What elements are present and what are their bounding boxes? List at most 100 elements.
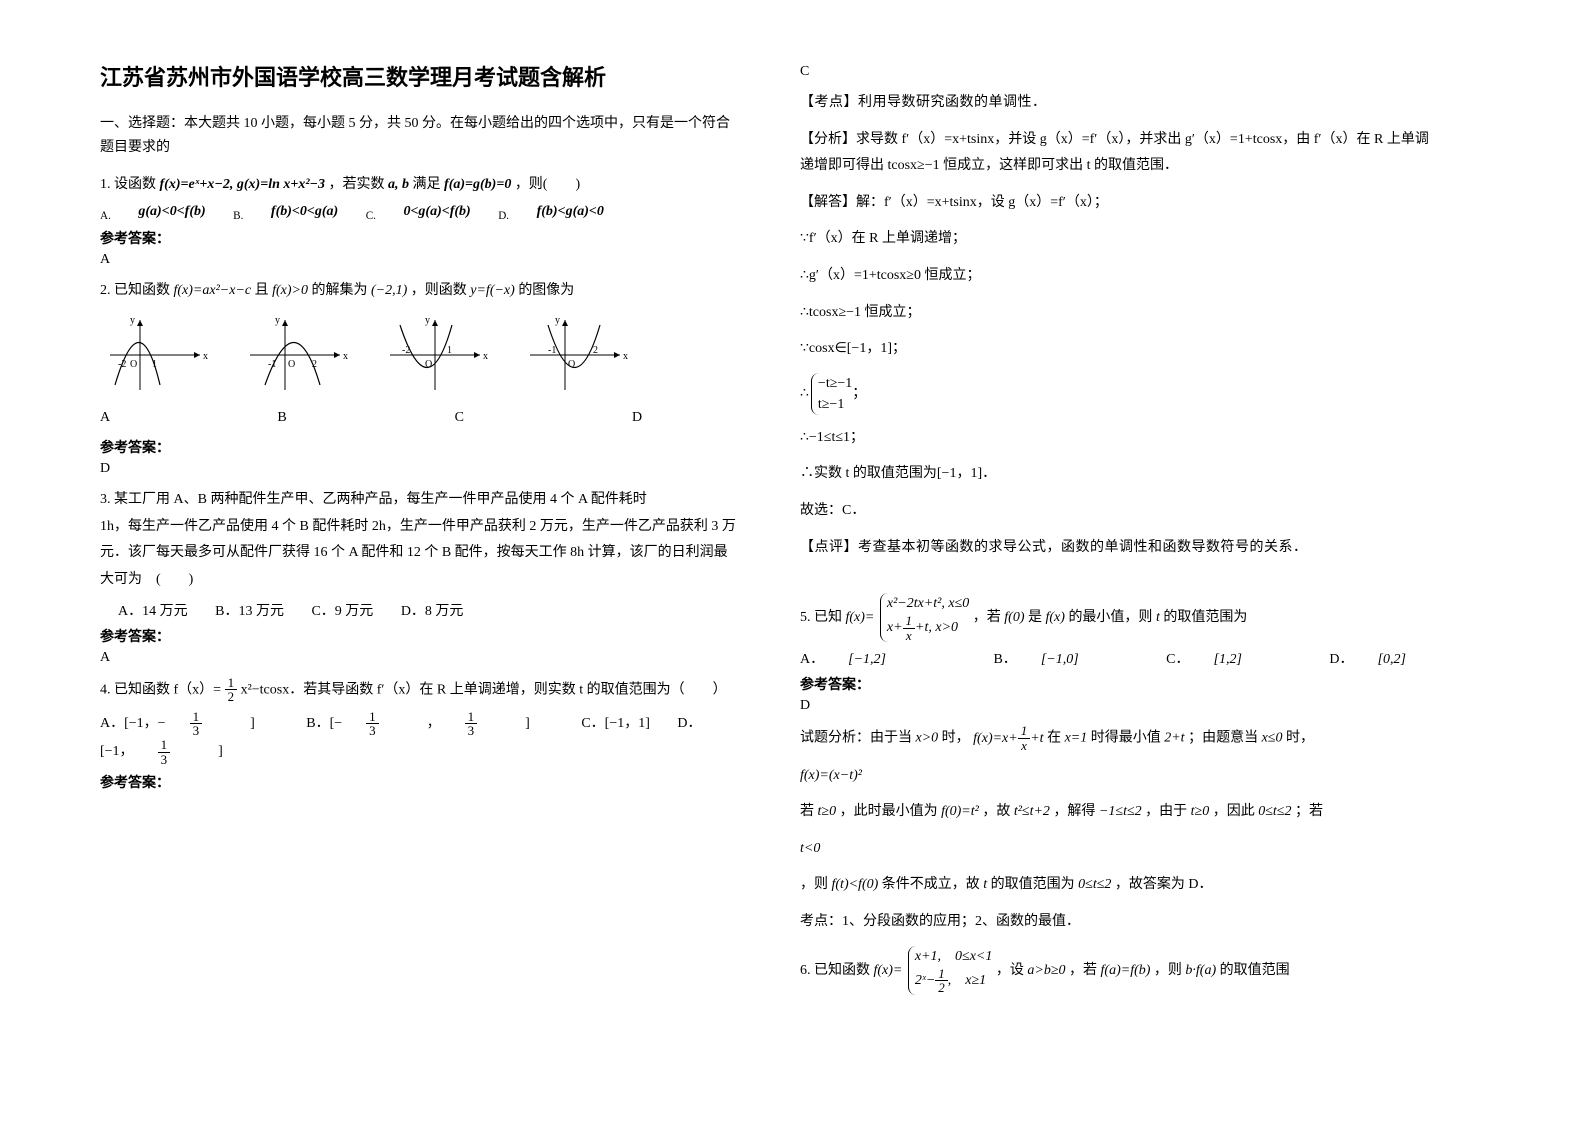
q5-fx-e10: t≥0 (1191, 804, 1210, 819)
q2-expr-4: y=f(−x) (470, 283, 515, 298)
q5-fx-l4: t<0 (800, 841, 820, 856)
q6-stem-e: 的取值范围 (1220, 963, 1290, 978)
q4-optB-b: ， (427, 716, 441, 731)
q4-brace-2: t≥−1 (818, 394, 852, 415)
question-5: 5. 已知 f(x)= x²−2tx+t², x≤0 x+1x+t, x>0 ，… (800, 593, 1440, 642)
q5-fx-e5: x≤0 (1262, 731, 1283, 746)
question-6: 6. 已知函数 f(x)= x+1, 0≤x<1 2ˣ−12, x≥1 ，设 a… (800, 946, 1440, 995)
q4-jieda-6: ∴ −t≥−1 t≥−1 ； (800, 373, 1440, 415)
q6-expr-2: f(a)=f(b) (1101, 963, 1151, 978)
q4-optD-b: ] (218, 744, 223, 759)
q4-half: 12 (225, 676, 238, 704)
q5-fx-l5d: ，故答案为 D． (1115, 877, 1213, 892)
q2-ans: D (100, 461, 740, 477)
svg-text:x: x (343, 351, 348, 362)
q5-options: A．[−1,2] B．[−1,0] C．[1,2] D．[0,2] (800, 648, 1440, 668)
q1-optD-label: D. (498, 210, 509, 222)
svg-text:1: 1 (447, 345, 452, 356)
q2-graph-b: x y -1 2 O (240, 315, 350, 395)
q5-brace-icon: x²−2tx+t², x≤0 x+1x+t, x>0 (880, 593, 969, 642)
q5-fx-e7: f(0)=t² (941, 804, 979, 819)
q5-optA-label: A． (800, 652, 824, 667)
q6-stem-b: ，设 (996, 963, 1024, 978)
q5-expr-1: f(0) (1004, 610, 1024, 625)
left-column: 江苏省苏州市外国语学校高三数学理月考试题含解析 一、选择题：本大题共 10 小题… (100, 60, 740, 1001)
q2-stem-c: 的解集为 (311, 283, 367, 298)
q6-stem-d: ，则 (1154, 963, 1182, 978)
q5-fx-e4: 2+t (1164, 731, 1184, 746)
q4-optB-c: ] (525, 716, 530, 731)
brace-icon: −t≥−1 t≥−1 (811, 373, 852, 415)
q2-expr-2: f(x)>0 (272, 283, 308, 298)
q2-expr-3: (−2,1) (371, 283, 407, 298)
q4-fenxi: 【分析】求导数 f′（x）=x+tsinx，并设 g（x）=f′（x），并求出 … (800, 127, 1440, 180)
q5-fx-l5c: 的取值范围为 (991, 877, 1075, 892)
q5-ans: D (800, 698, 1440, 714)
q5-optB-label: B． (993, 652, 1016, 667)
q5-fx-l3d: ，解得 (1053, 804, 1095, 819)
q1-optC-label: C. (366, 210, 376, 222)
q2-expr-1: f(x)=ax²−x−c (174, 283, 252, 298)
q3-optA: A．14 万元 (118, 604, 188, 619)
q3-optD: D．8 万元 (401, 604, 464, 619)
q5-optC-label: C． (1166, 652, 1189, 667)
svg-text:x: x (483, 351, 488, 362)
question-2: 2. 已知函数 f(x)=ax²−x−c 且 f(x)>0 的解集为 (−2,1… (100, 278, 740, 305)
frac-1-3-b: 13 (366, 710, 403, 738)
q5-piece-1: x²−2tx+t², x≤0 (887, 596, 969, 611)
q5-fx-l1b: 时， (942, 731, 970, 746)
svg-text:O: O (568, 359, 575, 370)
svg-text:-2: -2 (402, 345, 410, 356)
q5-fx-l1e: ；由题意当 (1188, 731, 1258, 746)
q1-ans: A (100, 252, 740, 268)
q3-optB: B．13 万元 (215, 604, 284, 619)
q3-options: A．14 万元 B．13 万元 C．9 万元 D．8 万元 (118, 600, 740, 620)
q5-fx-l3e: ，由于 (1145, 804, 1187, 819)
q5-fx-l1d: 时得最小值 (1091, 731, 1161, 746)
q5-analysis-4: t<0 (800, 836, 1440, 863)
q6-expr-1: a>b≥0 (1027, 963, 1065, 978)
frac-1-3-c: 13 (465, 710, 502, 738)
q5-fx-l5a: ，则 (800, 877, 828, 892)
svg-text:O: O (425, 359, 432, 370)
q1-ans-label: 参考答案： (100, 228, 740, 248)
q5-fx-l3a: 若 (800, 804, 814, 819)
svg-text:2: 2 (593, 345, 598, 356)
q5-piece-2b: +t, x>0 (915, 620, 958, 635)
q5-kaodian: 考点：1、分段函数的应用；2、函数的最值． (800, 909, 1440, 936)
q1-optA: g(a)<0<f(b) (138, 204, 205, 219)
q4-ans: C (800, 64, 1440, 80)
question-4: 4. 已知函数 f（x）= 12 x²−tcosx．若其导函数 f′（x）在 R… (100, 676, 740, 704)
q5-expr-2: f(x) (1046, 610, 1065, 625)
q2-stem-d: ，则函数 (411, 283, 467, 298)
q2-stem-a: 2. 已知函数 (100, 283, 170, 298)
q5-optA: [−1,2] (848, 652, 886, 667)
frac-1-x: 1x (903, 614, 916, 642)
q5-fx-e3: x=1 (1065, 731, 1088, 746)
q5-expr-3: t (1156, 610, 1160, 625)
q4-ans-label: 参考答案： (100, 772, 740, 792)
q5-fx-e9: −1≤t≤2 (1099, 804, 1142, 819)
q5-fx-e2b: +t (1030, 731, 1043, 746)
q5-optB: [−1,0] (1041, 652, 1079, 667)
q5-fx-l3b: ，此时最小值为 (840, 804, 938, 819)
q2-stem-e: 的图像为 (518, 283, 574, 298)
q2-ans-label: 参考答案： (100, 437, 740, 457)
q1-options: A. g(a)<0<f(b) B. f(b)<0<g(a) C. 0<g(a)<… (100, 204, 740, 222)
q5-fx-e12: f(t)<f(0) (832, 877, 879, 892)
q5-fx-l1c: 在 (1047, 731, 1061, 746)
q2-graph-a: x y -2 1 O (100, 315, 210, 395)
q5-ans-label: 参考答案： (800, 674, 1440, 694)
frac-1-2: 12 (935, 967, 948, 995)
q4-jieda-6c: ； (852, 386, 866, 401)
q6-stem-c: ，若 (1069, 963, 1097, 978)
q1-optC: 0<g(a)<f(b) (403, 204, 470, 219)
q5-fx-e13: t (983, 877, 987, 892)
svg-text:-1: -1 (548, 345, 556, 356)
q5-optD: [0,2] (1378, 652, 1406, 667)
page: 江苏省苏州市外国语学校高三数学理月考试题含解析 一、选择题：本大题共 10 小题… (0, 0, 1587, 1041)
q3-ans: A (100, 650, 740, 666)
svg-text:y: y (555, 315, 560, 326)
q1-optB: f(b)<0<g(a) (271, 204, 338, 219)
q1-optD: f(b)<g(a)<0 (537, 204, 604, 219)
